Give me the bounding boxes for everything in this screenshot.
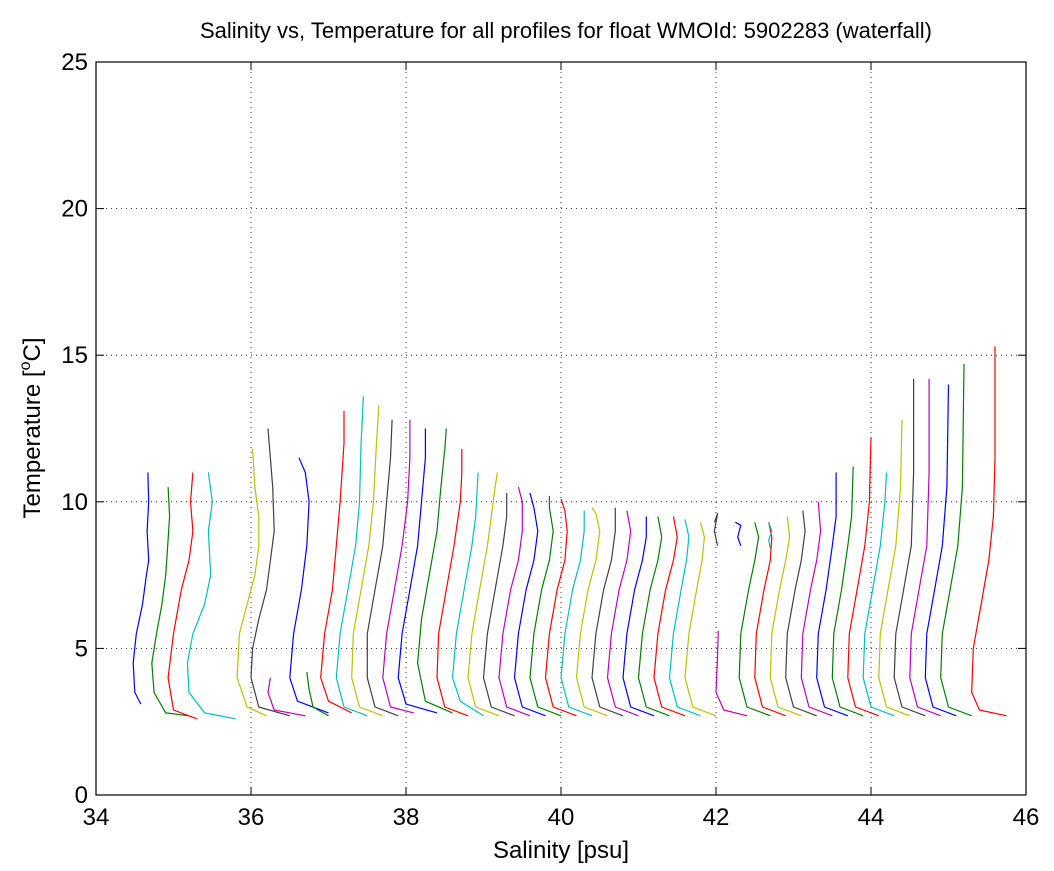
profile-line-16 <box>417 428 453 714</box>
profile-line-27 <box>591 507 624 717</box>
profile-line-38 <box>754 522 786 717</box>
profile-line-52 <box>971 346 1007 717</box>
profile-line-48 <box>893 378 926 717</box>
profile-line-41 <box>785 510 817 717</box>
axes-box <box>95 61 1027 796</box>
y-tick-label: 10 <box>61 489 88 516</box>
profile-line-15 <box>397 428 438 714</box>
profile-line-23 <box>529 495 562 717</box>
profile-line-1 <box>132 472 150 705</box>
profile-line-2 <box>151 487 190 717</box>
y-tick-label: 15 <box>61 342 88 369</box>
profile-line-26 <box>575 507 608 717</box>
profile-line-31 <box>653 516 686 717</box>
x-tick-label: 38 <box>393 804 420 831</box>
x-axis: 34 36 38 40 42 44 46 <box>83 62 1040 831</box>
y-tick-label: 0 <box>75 782 88 809</box>
profile-line-47 <box>878 419 911 717</box>
y-axis-label-end: C] <box>19 338 46 362</box>
profile-line-43 <box>816 472 849 717</box>
y-tick-label: 25 <box>61 49 88 76</box>
x-tick-label: 44 <box>858 804 885 831</box>
profile-line-6 <box>250 428 290 717</box>
profile-line-49 <box>909 378 941 717</box>
y-axis: 0 5 10 15 20 25 <box>61 49 1026 809</box>
x-tick-label: 46 <box>1013 804 1040 831</box>
profile-line-33 <box>684 522 717 717</box>
profile-line-12 <box>351 404 384 717</box>
profile-line-14 <box>382 419 414 714</box>
profile-line-4 <box>186 472 236 720</box>
profile-line-21 <box>498 486 531 717</box>
profile-line-45 <box>847 437 880 717</box>
profile-line-46 <box>862 472 895 717</box>
profile-line-22 <box>513 492 546 717</box>
grid-lines <box>96 62 1026 795</box>
profile-line-24 <box>544 498 577 717</box>
plot-area <box>132 346 1007 720</box>
profile-line-40 <box>769 516 802 717</box>
profile-line-13 <box>366 419 399 717</box>
profile-line-3 <box>167 472 197 720</box>
profile-line-37 <box>738 522 771 717</box>
profile-line-44 <box>831 466 864 717</box>
profile-line-36 <box>735 521 742 546</box>
x-tick-label: 42 <box>703 804 730 831</box>
x-axis-label: Salinity [psu] <box>493 837 629 864</box>
profile-line-51 <box>940 363 972 717</box>
profile-line-10 <box>320 410 352 714</box>
y-axis-label-sup: o <box>17 361 34 370</box>
y-tick-label: 20 <box>61 196 88 223</box>
profile-line-39 <box>768 522 773 549</box>
profile-line-34 <box>713 512 719 546</box>
profile-line-7 <box>267 677 306 717</box>
y-tick-label: 5 <box>75 635 88 662</box>
profile-line-32 <box>668 519 701 717</box>
profile-line-18 <box>451 472 484 717</box>
profile-line-28 <box>606 510 639 717</box>
y-axis-label: Temperature [oC] <box>17 338 46 519</box>
profile-line-35 <box>715 630 748 717</box>
profile-line-30 <box>637 516 670 717</box>
profile-line-29 <box>622 516 655 717</box>
profile-line-42 <box>800 501 833 717</box>
profile-line-8 <box>289 457 329 714</box>
profile-line-11 <box>335 396 368 717</box>
x-tick-label: 40 <box>548 804 575 831</box>
profile-line-5 <box>236 448 267 717</box>
y-axis-label-main: Temperature [ <box>19 370 46 518</box>
profile-line-9 <box>306 671 329 717</box>
profile-line-25 <box>560 510 593 717</box>
profile-line-17 <box>436 449 469 717</box>
profile-line-50 <box>924 384 957 717</box>
profile-line-19 <box>467 472 500 717</box>
x-tick-label: 36 <box>238 804 265 831</box>
chart-title: Salinity vs, Temperature for all profile… <box>200 18 932 43</box>
x-tick-label: 34 <box>83 804 110 831</box>
profile-line-20 <box>482 493 515 717</box>
